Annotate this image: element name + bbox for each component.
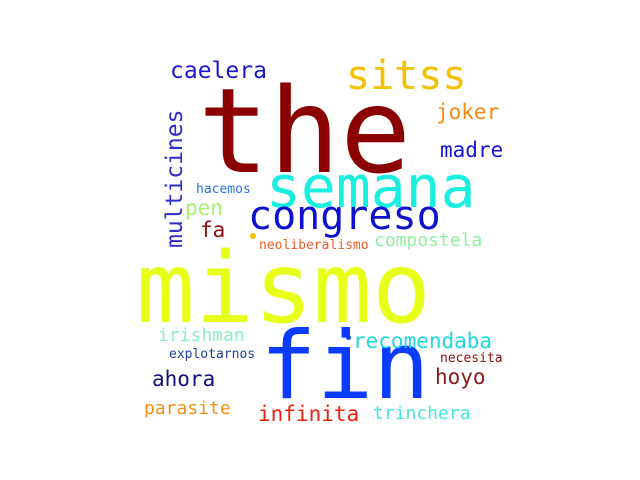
word-the: the bbox=[198, 62, 412, 200]
word-irishman: irishman bbox=[158, 325, 245, 346]
word-sitss: sitss bbox=[346, 53, 467, 99]
word-ahora: ahora bbox=[152, 367, 216, 391]
word-madre: madre bbox=[440, 138, 504, 162]
word-recomendaba: recomendaba bbox=[353, 329, 493, 353]
word-hoyo: hoyo bbox=[435, 365, 486, 389]
word-hacemos: hacemos bbox=[196, 182, 251, 197]
word-infinita: infinita bbox=[258, 402, 360, 426]
word-joker: joker bbox=[436, 100, 500, 124]
word-compostela: compostela bbox=[374, 230, 483, 251]
word-pen: pen bbox=[185, 196, 223, 220]
dot-mark bbox=[346, 335, 351, 340]
word-necesita: necesita bbox=[440, 351, 503, 366]
word-explotarnos: explotarnos bbox=[169, 347, 256, 362]
word-congreso: congreso bbox=[248, 193, 441, 239]
word-trinchera: trinchera bbox=[373, 403, 471, 424]
word-caelera: caelera bbox=[170, 58, 267, 84]
dot-mark bbox=[250, 233, 256, 239]
word-semana: semana bbox=[266, 153, 476, 221]
word-neoliberalismo: neoliberalismo bbox=[259, 238, 369, 253]
word-multicines: multicines bbox=[162, 109, 188, 248]
word-fa: fa bbox=[200, 218, 226, 242]
word-fin: fin bbox=[260, 312, 430, 421]
word-mismo: mismo bbox=[136, 232, 432, 346]
word-parasite: parasite bbox=[144, 398, 231, 419]
